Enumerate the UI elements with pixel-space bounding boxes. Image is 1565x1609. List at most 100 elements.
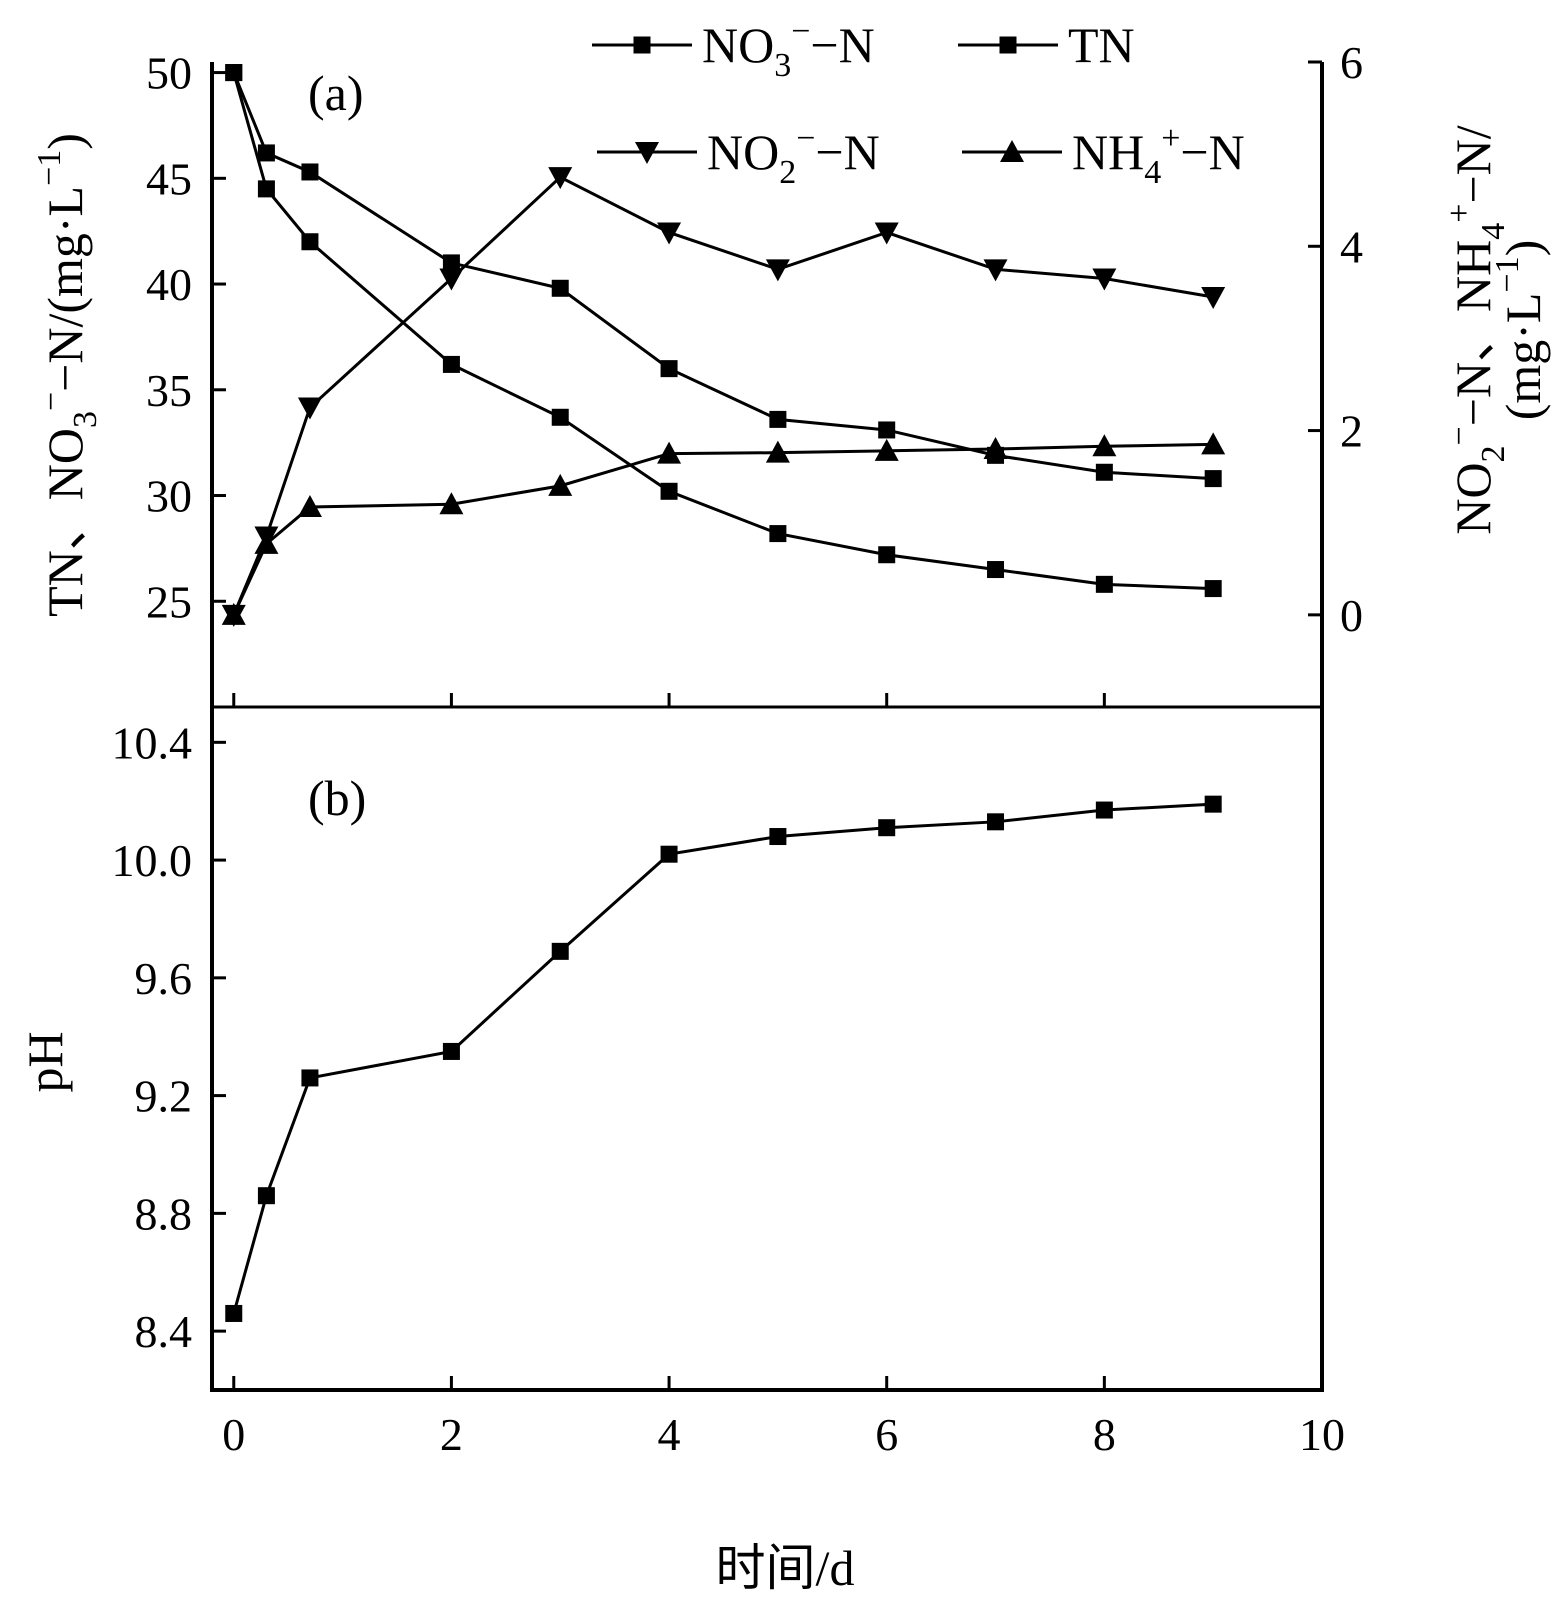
panel-b-y-tick-label: 10.4	[112, 717, 193, 768]
ph-point	[769, 828, 787, 846]
nh4-point	[548, 473, 573, 496]
ph-point	[257, 1187, 275, 1205]
panel-a-axis-lines	[210, 62, 1324, 707]
legend-label-no3: NO3−−N	[702, 13, 875, 84]
ph-point	[442, 1042, 460, 1060]
tn-point	[257, 144, 275, 162]
nh4-point	[297, 495, 322, 518]
ph-point	[1095, 801, 1113, 819]
panel-a-right-axis-label: NO2−−N、NH4+−N/ (mg·L−1)	[1441, 125, 1551, 534]
svg-text:NO2−−N、NH4+−N/: NO2−−N、NH4+−N/	[1441, 125, 1512, 534]
x-tick-label: 4	[658, 1409, 681, 1460]
legend-marker-tn	[999, 36, 1017, 54]
legend: NO3−−N TN NO2−−N NH4+−N	[592, 13, 1245, 191]
panel-a-series-tn	[225, 64, 1222, 488]
no3-point	[769, 525, 787, 543]
no2-point	[765, 259, 790, 282]
tn-point	[1204, 470, 1222, 488]
nh4-point	[254, 531, 279, 554]
nh4-point	[657, 441, 682, 464]
legend-item-no2: NO2−−N	[597, 120, 880, 191]
tn-point	[660, 360, 678, 378]
legend-item-no3: NO3−−N	[592, 13, 875, 84]
panel-b-y-tick-label: 10.0	[112, 835, 193, 886]
no2-point	[297, 397, 322, 420]
legend-label-tn: TN	[1068, 17, 1135, 73]
panel-a-left-tick-label: 50	[146, 48, 192, 99]
ph-point	[301, 1069, 319, 1087]
panel-a-right-tick-label: 4	[1340, 221, 1363, 272]
nh4-line	[232, 442, 1214, 616]
axes-frames	[210, 62, 1324, 1392]
x-axis-label: 时间/d	[716, 1540, 855, 1596]
panel-a-label: (a)	[308, 65, 364, 121]
no3-point	[551, 408, 569, 426]
no2-point	[874, 222, 899, 245]
panel-b-y-tick-label: 8.4	[135, 1306, 193, 1357]
tn-point	[442, 254, 460, 272]
nh4-point	[221, 602, 246, 625]
nh4-point	[1092, 434, 1117, 457]
no2-point	[548, 167, 573, 190]
panel-a-right-tick-label: 6	[1340, 37, 1363, 88]
no3-point	[257, 180, 275, 198]
tn-point	[878, 421, 896, 439]
no3-point	[878, 546, 896, 564]
legend-marker-no3	[633, 36, 651, 54]
panel-a-left-tick-label: 40	[146, 259, 192, 310]
no2-point	[439, 268, 464, 291]
legend-item-nh4: NH4+−N	[962, 120, 1245, 191]
panel-a-right-tick-label: 0	[1340, 590, 1363, 641]
nh4-point	[439, 492, 464, 515]
legend-marker-nh4	[1000, 140, 1024, 162]
nh4-point	[765, 440, 790, 463]
ph-point	[225, 1304, 243, 1322]
no3-point	[301, 233, 319, 251]
nh4-point	[1201, 432, 1226, 455]
panel-a-left-tick-label: 35	[146, 365, 192, 416]
ph-point	[660, 845, 678, 863]
no3-point	[442, 355, 460, 373]
ph-line	[232, 802, 1214, 1314]
svg-text:(mg·L−1): (mg·L−1)	[1489, 240, 1551, 421]
no2-line	[232, 175, 1214, 616]
panel-b-y-tick-label: 8.8	[135, 1188, 193, 1239]
x-tick-label: 8	[1093, 1409, 1116, 1460]
x-tick-label: 0	[222, 1409, 245, 1460]
tn-point	[1095, 463, 1113, 481]
tn-point	[301, 163, 319, 181]
panel-a-series-nh4	[221, 432, 1226, 625]
ph-point	[551, 942, 569, 960]
x-tick-label: 2	[440, 1409, 463, 1460]
x-tick-label: 6	[875, 1409, 898, 1460]
panel-a-left-tick-label: 25	[146, 576, 192, 627]
panel-b-y-tick-label: 9.6	[135, 953, 193, 1004]
panel-a-left-axis-label: TN、NO3−−N/(mg·L−1)	[31, 133, 104, 617]
no3-point	[660, 482, 678, 500]
no2-point	[1092, 268, 1117, 291]
panel-b-y-axis-label: pH	[17, 1031, 73, 1092]
panel-a-right-tick-label: 2	[1340, 406, 1363, 457]
nh4-point	[874, 438, 899, 461]
x-tick-label: 10	[1299, 1409, 1345, 1460]
ph-point	[987, 813, 1005, 831]
panel-b-label: (b)	[308, 770, 366, 826]
tn-point	[551, 279, 569, 297]
tn-point	[225, 64, 243, 82]
no3-point	[1204, 580, 1222, 598]
nh4-point	[983, 437, 1008, 459]
panel-a-series-no2	[221, 167, 1226, 627]
tn-point	[769, 410, 787, 428]
no2-point	[657, 222, 682, 245]
legend-item-tn: TN	[958, 17, 1135, 73]
panel-b-axis-lines	[210, 707, 1324, 1392]
legend-label-no2: NO2−−N	[707, 120, 880, 191]
no3-point	[1095, 575, 1113, 593]
axis-ticks: 25 30 35 40 45 50 0 2 4 6 0 2 4 6 8 10 8.4 8.8 9.2 9.6 10.0 1…	[112, 37, 1364, 1460]
no2-point	[983, 259, 1008, 282]
panel-b-series-ph	[225, 795, 1222, 1322]
no3-point	[987, 561, 1005, 579]
data-series	[221, 64, 1226, 1322]
